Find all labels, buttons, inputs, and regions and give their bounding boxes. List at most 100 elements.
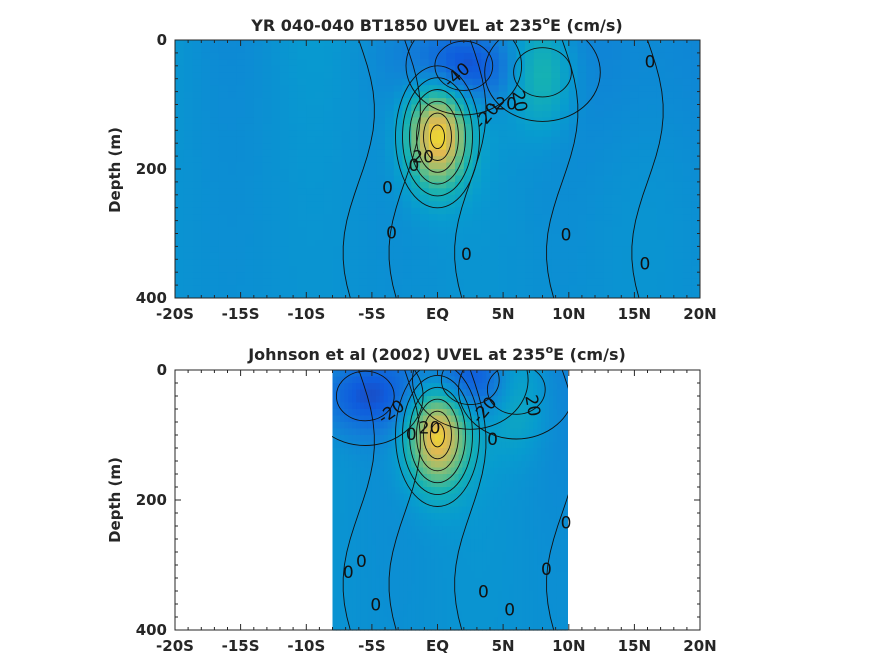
heatmap-cell [367,207,377,215]
heatmap-cell [545,571,550,579]
heatmap-cell [236,59,246,67]
heatmap-cell [391,584,397,592]
heatmap-cell [245,85,255,93]
heatmap-cell [517,610,523,618]
heatmap-cell [551,72,561,80]
heatmap-cell [383,480,389,488]
heatmap-cell [446,519,452,527]
heatmap-cell [358,285,369,293]
heatmap-cell [336,467,341,475]
heatmap-cell [545,474,550,482]
heatmap-cell [315,188,325,196]
heatmap-cell [315,246,325,254]
heatmap-cell [533,278,544,286]
heatmap-cell [553,487,558,495]
heatmap-cell [411,474,416,482]
heatmap-cell [427,571,432,579]
heatmap-cell [411,149,421,157]
heatmap-cell [271,233,281,241]
heatmap-cell [486,370,491,378]
heatmap-cell [691,285,700,293]
heatmap-cell [551,156,561,164]
heatmap-cell [407,480,412,488]
heatmap-cell [210,162,220,170]
heatmap-cell [691,252,700,260]
heatmap-cell [395,578,400,586]
heatmap-cell [553,428,558,436]
heatmap-cell [399,500,404,508]
heatmap-cell [454,435,460,443]
heatmap-cell [420,220,430,228]
heatmap-cell [201,175,211,183]
heatmap-cell [332,104,342,112]
heatmap-cell [497,604,503,612]
heatmap-cell [280,130,290,138]
heatmap-cell [218,52,229,60]
heatmap-cell [407,584,412,592]
heatmap-cell [192,201,202,209]
heatmap-cell [210,136,220,144]
heatmap-cell [297,52,307,60]
heatmap-cell [505,519,511,527]
heatmap-cell [446,565,452,573]
heatmap-cell [201,181,211,189]
heatmap-cell [442,448,448,456]
heatmap-cell [402,214,412,222]
heatmap-cell [533,578,538,586]
heatmap-cell [399,539,404,547]
heatmap-cell [438,604,444,612]
heatmap-cell [529,506,534,514]
heatmap-cell [385,162,395,170]
heatmap-cell [192,188,202,196]
heatmap-cell [560,162,570,170]
heatmap-cell [420,149,430,157]
heatmap-cell [466,591,471,599]
heatmap-cell [551,123,561,131]
heatmap-cell [332,143,342,151]
heatmap-cell [458,402,463,410]
heatmap-cell [434,428,440,436]
heatmap-cell [376,265,386,273]
heatmap-cell [415,552,420,560]
heatmap-cell [446,480,452,488]
heatmap-cell [375,623,381,631]
heatmap-cell [411,59,421,67]
heatmap-cell [323,85,334,93]
heatmap-cell [454,500,460,508]
heatmap-cell [490,461,495,469]
y-tick-label: 200 [136,160,167,178]
heatmap-cell [470,578,475,586]
heatmap-cell [466,558,471,566]
heatmap-cell [271,188,281,196]
heatmap-cell [612,91,622,99]
heatmap-cell [402,233,412,241]
heatmap-cell [493,545,499,553]
heatmap-cell [630,201,640,209]
heatmap-cell [341,130,351,138]
heatmap-cell [533,285,544,293]
heatmap-cell [564,376,568,384]
heatmap-cell [458,617,463,625]
heatmap-cell [446,220,456,228]
contour-line [332,370,424,446]
heatmap-cell [192,136,202,144]
heatmap-cell [556,539,562,547]
heatmap-cell [462,461,467,469]
heatmap-cell [577,175,587,183]
heatmap-cell [505,389,511,397]
heatmap-cell [509,571,515,579]
heatmap-cell [358,227,369,235]
heatmap-cell [529,409,534,417]
heatmap-cell [478,578,483,586]
heatmap-cell [379,441,385,449]
heatmap-cell [474,435,479,443]
heatmap-cell [332,493,337,501]
heatmap-cell [682,194,692,202]
heatmap-cell [315,52,325,60]
heatmap-cell [612,85,622,93]
heatmap-cell [367,428,373,436]
heatmap-cell [553,597,558,605]
heatmap-cell [490,487,495,495]
heatmap-cell [521,552,526,560]
heatmap-cell [621,130,631,138]
